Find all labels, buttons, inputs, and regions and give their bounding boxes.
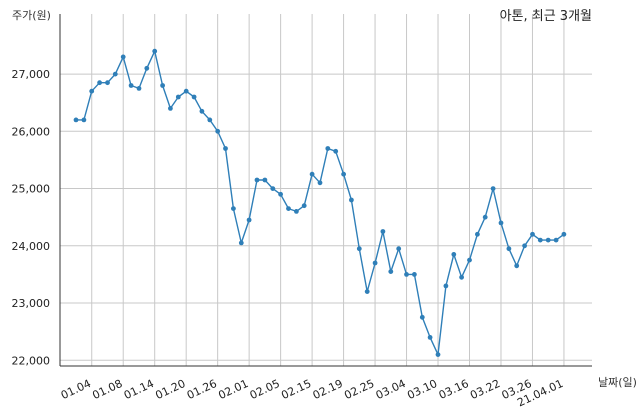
data-point [215,128,221,134]
data-point [286,206,291,212]
data-point [238,240,244,246]
x-tick-label: 03.16 [437,377,471,402]
data-point [160,83,166,88]
y-tick-label: 25,000 [12,183,51,196]
data-point [349,197,354,203]
data-point [506,246,512,252]
data-point [372,260,378,266]
data-point [270,186,276,192]
x-tick-label: 01.04 [59,377,93,402]
chart-title: 아톤, 최근 3개월 [500,9,592,24]
data-point [199,108,205,114]
data-point [325,146,331,151]
data-point [364,289,370,294]
x-tick-label: 01.26 [185,377,219,402]
y-axis-title: 주가(원) [12,9,51,22]
data-point [309,171,315,177]
data-point [81,117,87,123]
x-tick-label: 03.10 [405,377,439,402]
x-tick-label: 01.14 [122,377,156,402]
x-tick-label: 01.20 [153,377,187,402]
data-point [475,231,480,237]
x-tick-label: 01.08 [90,377,124,402]
data-point [191,94,197,100]
axis-layer: 22,000 23,000 24,000 25,000 26,000 27,000 01.0… [12,14,592,409]
x-tick-label: 02.25 [342,377,376,402]
data-point [89,88,95,94]
data-point [482,214,488,220]
data-point [136,86,142,91]
data-point [128,83,134,88]
data-point [254,177,260,183]
data-point [380,229,386,234]
x-tick-label: 02.19 [311,377,345,402]
data-point [341,171,346,177]
y-tick-label: 27,000 [12,68,51,81]
data-point [530,231,535,237]
data-point [561,231,567,237]
data-point [105,80,110,86]
data-point [246,217,252,223]
data-point [175,94,181,100]
data-point [404,272,409,277]
data-point [231,206,236,212]
data-point [183,88,189,94]
data-point [301,203,307,209]
data-point [451,252,457,257]
data-point [467,257,472,263]
data-point [294,209,299,214]
data-point [356,246,362,252]
data-point [490,186,496,192]
y-tick-label: 22,000 [12,354,51,367]
series-layer [73,48,567,357]
data-point [545,237,551,243]
data-point [144,65,150,71]
data-point [443,283,449,289]
data-point [152,48,158,54]
x-tick-label: 03.22 [468,377,502,402]
data-point [278,191,283,197]
x-tick-label: 02.05 [248,377,282,402]
data-point [459,274,464,280]
data-point [333,148,339,154]
data-point [73,117,79,123]
grid-layer [60,14,592,366]
y-tick-label: 26,000 [12,125,51,138]
data-point [522,243,527,249]
y-tick-label: 24,000 [12,240,51,253]
data-point [427,335,433,340]
data-point [396,246,402,252]
data-point [207,117,213,123]
price-series-line [76,50,565,356]
data-point [435,352,441,357]
data-point [388,269,394,274]
data-point [317,180,323,186]
data-point [553,237,559,243]
data-point [168,106,173,111]
y-tick-label: 23,000 [12,297,51,310]
data-point [537,237,543,243]
data-point [223,146,228,151]
data-point [262,177,268,183]
x-axis-title: 날짜(일) [598,375,637,389]
data-point [97,80,102,86]
x-tick-label: 03.04 [374,377,408,402]
x-tick-label: 02.15 [279,377,313,402]
data-point [112,71,118,77]
label-layer: 아톤, 최근 3개월 주가(원) 날짜(일) [12,9,637,389]
data-point [514,263,520,269]
data-point [419,314,425,320]
data-point [498,220,504,226]
data-point [412,272,417,277]
data-point [120,54,126,60]
x-tick-label: 02.01 [216,377,250,402]
